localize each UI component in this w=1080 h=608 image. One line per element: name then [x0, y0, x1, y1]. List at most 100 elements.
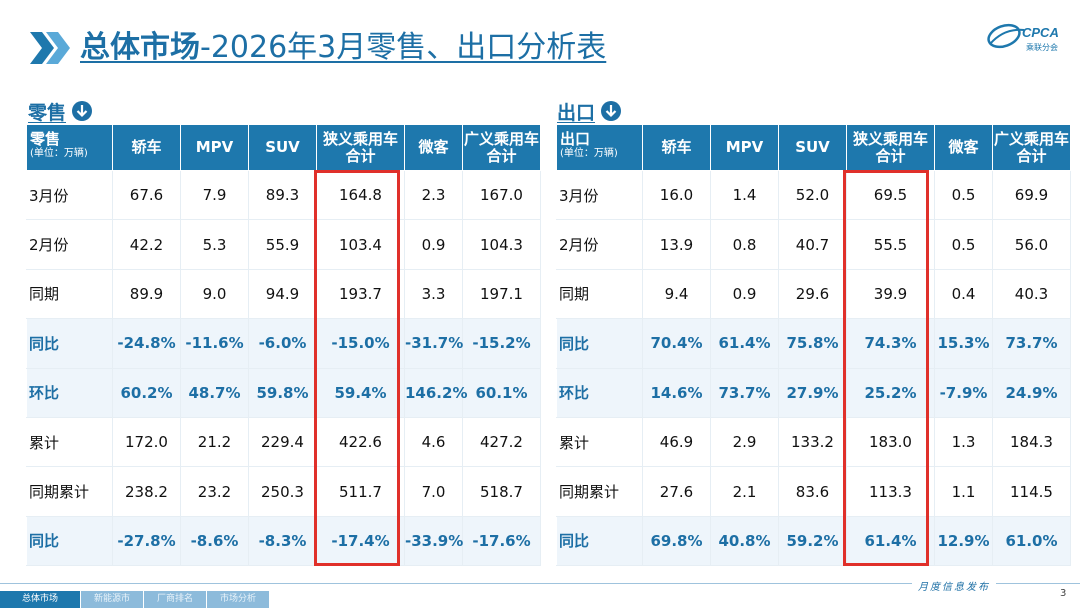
table-row: 3月份 16.0 1.4 52.0 69.5 0.5 69.9: [556, 169, 1071, 221]
export-table: 出口 (单位：万辆) 轿车 MPV SUV 狭义乘用车 合计 微客 广义乘用车 合计…: [556, 124, 1071, 567]
table-cell: 4.6: [404, 416, 463, 468]
row-label: 同比: [556, 318, 643, 369]
table-cell: 61.4%: [710, 318, 779, 369]
row-label: 累计: [556, 416, 643, 468]
corner-header: 出口 (单位：万辆): [556, 124, 643, 171]
table-cell: 0.4: [934, 268, 993, 320]
table-cell: 427.2: [462, 416, 541, 468]
table-cell: -31.7%: [404, 318, 463, 369]
column-header: MPV: [180, 124, 249, 171]
table-cell: 104.3: [462, 219, 541, 270]
table-row: 累计 172.0 21.2 229.4 422.6 4.6 427.2: [26, 416, 541, 468]
table-cell: 2.9: [710, 416, 779, 468]
unit-label: (单位：万辆): [30, 148, 88, 159]
column-header: 狭义乘用车 合计: [846, 124, 935, 171]
table-cell: 229.4: [248, 416, 317, 468]
page-number: 3: [1060, 588, 1067, 599]
row-label: 2月份: [556, 219, 643, 270]
table-cell: -8.6%: [180, 515, 249, 567]
table-cell: -33.9%: [404, 515, 463, 567]
table-cell: 25.2%: [846, 367, 935, 418]
table-cell: 0.9: [710, 268, 779, 320]
table-cell: 14.6%: [642, 367, 711, 418]
table-row: 同期 89.9 9.0 94.9 193.7 3.3 197.1: [26, 268, 541, 320]
svg-text:乘联分会: 乘联分会: [1026, 42, 1058, 52]
table-row: 同比 -27.8% -8.6% -8.3% -17.4% -33.9% -17.6%: [26, 515, 541, 567]
row-label: 累计: [26, 416, 113, 468]
table-cell: 61.4%: [846, 515, 935, 567]
export-label-text: 出口: [557, 101, 596, 124]
table-cell: 55.9: [248, 219, 317, 270]
chevron-double-icon: [30, 32, 70, 64]
retail-label-text: 零售: [28, 101, 67, 124]
table-cell: -8.3%: [248, 515, 317, 567]
table-cell: 114.5: [992, 466, 1071, 517]
export-section-label: 出口: [557, 99, 622, 124]
table-cell: -11.6%: [180, 318, 249, 369]
table-row: 2月份 13.9 0.8 40.7 55.5 0.5 56.0: [556, 219, 1071, 270]
table-cell: 238.2: [112, 466, 181, 517]
monthly-release-label: 月度信息发布: [912, 578, 996, 593]
table-row: 累计 46.9 2.9 133.2 183.0 1.3 184.3: [556, 416, 1071, 468]
column-header: 广义乘用车 合计: [462, 124, 541, 171]
table-cell: 27.6: [642, 466, 711, 517]
table-cell: 511.7: [316, 466, 405, 517]
nav-tab-overall[interactable]: 总体市场: [0, 591, 80, 608]
column-header: 狭义乘用车 合计: [316, 124, 405, 171]
table-cell: 48.7%: [180, 367, 249, 418]
table-cell: 46.9: [642, 416, 711, 468]
table-cell: 59.2%: [778, 515, 847, 567]
column-header: SUV: [248, 124, 317, 171]
table-cell: 75.8%: [778, 318, 847, 369]
row-label: 同期: [26, 268, 113, 320]
nav-tab-nev[interactable]: 新能源市场: [81, 591, 143, 608]
table-cell: 40.8%: [710, 515, 779, 567]
table-cell: -6.0%: [248, 318, 317, 369]
nav-tab-ranking[interactable]: 厂商排名: [144, 591, 206, 608]
table-cell: 167.0: [462, 169, 541, 221]
table-cell: 73.7%: [710, 367, 779, 418]
table-cell: 9.0: [180, 268, 249, 320]
corner-title: 出口: [560, 130, 591, 148]
table-cell: 89.3: [248, 169, 317, 221]
table-cell: 518.7: [462, 466, 541, 517]
row-label: 同期累计: [26, 466, 113, 517]
row-label: 2月份: [26, 219, 113, 270]
footer-divider: [0, 583, 1080, 584]
table-row: 同比 70.4% 61.4% 75.8% 74.3% 15.3% 73.7%: [556, 318, 1071, 369]
table-cell: 67.6: [112, 169, 181, 221]
corner-header: 零售 (单位：万辆): [26, 124, 113, 171]
table-cell: 7.9: [180, 169, 249, 221]
table-cell: 7.0: [404, 466, 463, 517]
table-cell: 24.9%: [992, 367, 1071, 418]
table-cell: 52.0: [778, 169, 847, 221]
table-cell: 0.5: [934, 169, 993, 221]
table-cell: 59.4%: [316, 367, 405, 418]
table-cell: 0.5: [934, 219, 993, 270]
table-row: 2月份 42.2 5.3 55.9 103.4 0.9 104.3: [26, 219, 541, 270]
table-cell: 27.9%: [778, 367, 847, 418]
arrow-down-icon: [72, 101, 93, 121]
table-cell: 69.5: [846, 169, 935, 221]
table-cell: 56.0: [992, 219, 1071, 270]
table-row: 环比 60.2% 48.7% 59.8% 59.4% 146.2% 60.1%: [26, 367, 541, 418]
table-cell: 146.2%: [404, 367, 467, 418]
retail-table: 零售 (单位：万辆) 轿车 MPV SUV 狭义乘用车 合计 微客 广义乘用车 合计…: [26, 124, 541, 567]
table-cell: 422.6: [316, 416, 405, 468]
table-cell: 16.0: [642, 169, 711, 221]
arrow-down-icon: [601, 101, 622, 121]
column-header: 微客: [404, 124, 463, 171]
table-row: 3月份 67.6 7.9 89.3 164.8 2.3 167.0: [26, 169, 541, 221]
nav-tab-analysis[interactable]: 市场分析: [207, 591, 269, 608]
table-cell: 2.3: [404, 169, 463, 221]
row-label: 同比: [556, 515, 643, 567]
table-cell: 113.3: [846, 466, 935, 517]
table-cell: -17.4%: [316, 515, 405, 567]
unit-label: (单位：万辆): [560, 148, 618, 159]
retail-section-label: 零售: [28, 99, 93, 124]
table-cell: 73.7%: [992, 318, 1071, 369]
column-header: 广义乘用车 合计: [992, 124, 1071, 171]
column-header: 微客: [934, 124, 993, 171]
table-cell: 69.8%: [642, 515, 711, 567]
table-cell: 1.3: [934, 416, 993, 468]
